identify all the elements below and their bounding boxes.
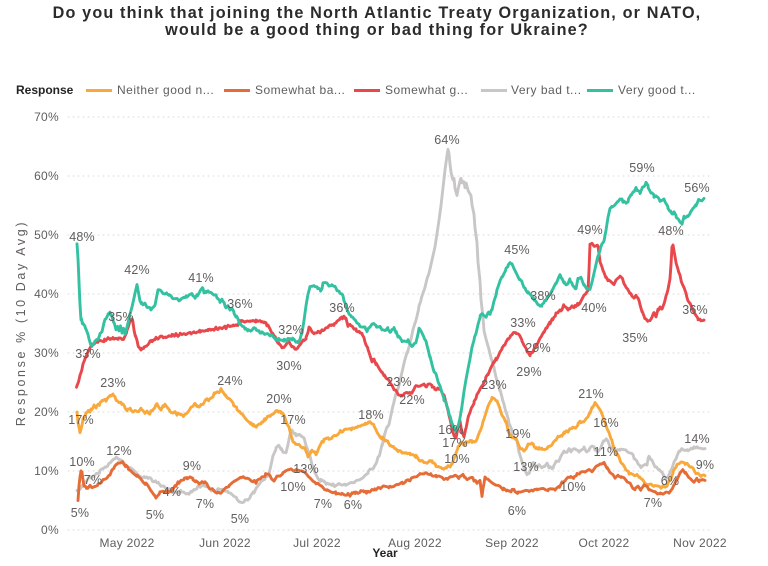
svg-text:30%: 30% xyxy=(34,346,59,360)
svg-text:Neither good n...: Neither good n... xyxy=(117,83,214,97)
svg-text:Response: Response xyxy=(16,83,74,97)
svg-text:59%: 59% xyxy=(629,161,655,175)
svg-text:5%: 5% xyxy=(71,506,89,520)
svg-text:19%: 19% xyxy=(505,427,531,441)
svg-text:17%: 17% xyxy=(280,413,306,427)
svg-text:21%: 21% xyxy=(578,387,604,401)
svg-text:Sep 2022: Sep 2022 xyxy=(485,536,539,550)
svg-text:40%: 40% xyxy=(581,301,607,315)
svg-text:16%: 16% xyxy=(438,423,464,437)
svg-text:50%: 50% xyxy=(34,228,59,242)
svg-text:18%: 18% xyxy=(358,408,384,422)
svg-text:Nov 2022: Nov 2022 xyxy=(673,536,727,550)
svg-text:Somewhat ba...: Somewhat ba... xyxy=(255,83,345,97)
svg-text:41%: 41% xyxy=(188,271,214,285)
svg-text:48%: 48% xyxy=(658,224,684,238)
svg-text:60%: 60% xyxy=(34,169,59,183)
svg-text:12%: 12% xyxy=(106,444,132,458)
svg-text:Do you think that joining the: Do you think that joining the North Atla… xyxy=(53,4,702,22)
svg-text:Jun 2022: Jun 2022 xyxy=(199,536,251,550)
svg-text:Jul 2022: Jul 2022 xyxy=(293,536,341,550)
svg-text:38%: 38% xyxy=(530,289,556,303)
svg-text:9%: 9% xyxy=(183,459,201,473)
svg-text:6%: 6% xyxy=(344,498,362,512)
svg-text:10%: 10% xyxy=(444,452,470,466)
svg-text:29%: 29% xyxy=(516,365,542,379)
svg-text:4%: 4% xyxy=(163,485,181,499)
svg-text:7%: 7% xyxy=(196,497,214,511)
svg-text:10%: 10% xyxy=(69,455,95,469)
svg-text:9%: 9% xyxy=(696,458,714,472)
svg-text:would be a good thing or bad t: would be a good thing or bad thing for U… xyxy=(164,21,589,39)
svg-text:Aug 2022: Aug 2022 xyxy=(388,536,442,550)
svg-text:5%: 5% xyxy=(231,512,249,526)
svg-text:14%: 14% xyxy=(684,432,710,446)
svg-text:10%: 10% xyxy=(34,464,59,478)
svg-text:6%: 6% xyxy=(661,474,679,488)
svg-text:64%: 64% xyxy=(434,133,460,147)
svg-text:16%: 16% xyxy=(593,416,619,430)
svg-text:11%: 11% xyxy=(594,445,619,459)
svg-text:56%: 56% xyxy=(684,181,710,195)
svg-text:42%: 42% xyxy=(124,263,150,277)
svg-text:70%: 70% xyxy=(34,110,59,124)
svg-text:40%: 40% xyxy=(34,287,59,301)
svg-text:35%: 35% xyxy=(108,310,134,324)
svg-text:35%: 35% xyxy=(622,331,648,345)
svg-text:7%: 7% xyxy=(644,496,662,510)
svg-text:33%: 33% xyxy=(510,316,536,330)
svg-text:May 2022: May 2022 xyxy=(99,536,154,550)
svg-text:24%: 24% xyxy=(217,374,243,388)
svg-text:10%: 10% xyxy=(280,480,306,494)
svg-text:23%: 23% xyxy=(386,375,412,389)
svg-text:Response % (10 Day Avg): Response % (10 Day Avg) xyxy=(14,220,28,426)
svg-text:0%: 0% xyxy=(41,523,59,537)
svg-text:10%: 10% xyxy=(560,480,586,494)
svg-text:20%: 20% xyxy=(266,392,292,406)
svg-text:13%: 13% xyxy=(513,460,539,474)
svg-text:49%: 49% xyxy=(577,223,603,237)
svg-text:Oct 2022: Oct 2022 xyxy=(578,536,629,550)
svg-text:6%: 6% xyxy=(508,504,526,518)
svg-text:7%: 7% xyxy=(84,473,102,487)
svg-text:45%: 45% xyxy=(504,243,530,257)
svg-text:Somewhat g...: Somewhat g... xyxy=(385,83,468,97)
svg-text:Very bad t...: Very bad t... xyxy=(511,83,582,97)
svg-text:23%: 23% xyxy=(481,378,507,392)
svg-text:48%: 48% xyxy=(69,230,95,244)
svg-text:22%: 22% xyxy=(399,393,425,407)
svg-text:32%: 32% xyxy=(278,323,304,337)
svg-text:36%: 36% xyxy=(682,303,708,317)
svg-text:20%: 20% xyxy=(34,405,59,419)
svg-text:30%: 30% xyxy=(276,359,302,373)
svg-text:17%: 17% xyxy=(68,413,94,427)
svg-text:13%: 13% xyxy=(293,462,319,476)
svg-text:5%: 5% xyxy=(146,508,164,522)
svg-text:29%: 29% xyxy=(525,341,551,355)
svg-text:36%: 36% xyxy=(329,301,355,315)
svg-text:23%: 23% xyxy=(100,376,126,390)
svg-text:Very good t...: Very good t... xyxy=(618,83,696,97)
svg-text:36%: 36% xyxy=(227,297,253,311)
svg-text:Year: Year xyxy=(372,546,398,560)
svg-text:7%: 7% xyxy=(314,497,332,511)
svg-text:33%: 33% xyxy=(75,347,101,361)
svg-text:17%: 17% xyxy=(442,436,468,450)
